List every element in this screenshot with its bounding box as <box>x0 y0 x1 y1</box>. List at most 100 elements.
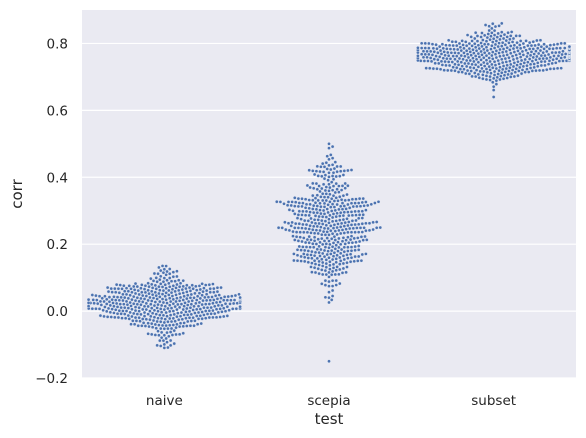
data-point <box>492 73 497 77</box>
data-point <box>168 330 173 334</box>
data-point <box>305 230 310 235</box>
data-point <box>349 234 354 238</box>
data-point <box>180 317 185 322</box>
data-point <box>140 293 145 298</box>
data-point <box>157 323 161 327</box>
data-point <box>171 297 176 302</box>
data-point <box>299 254 303 259</box>
data-point <box>503 70 508 74</box>
data-point <box>453 57 457 61</box>
data-point <box>322 226 327 231</box>
data-point <box>329 252 333 256</box>
data-point <box>311 193 315 198</box>
data-point <box>544 49 549 54</box>
data-point <box>307 168 311 173</box>
data-point <box>163 283 168 287</box>
data-point <box>194 307 199 312</box>
data-point <box>162 346 167 350</box>
data-point <box>181 331 186 336</box>
data-point <box>511 46 516 51</box>
data-point <box>485 70 490 75</box>
data-point <box>473 62 478 67</box>
data-point <box>303 226 308 231</box>
data-point <box>188 289 193 293</box>
data-point <box>146 321 150 325</box>
data-point <box>130 290 134 295</box>
data-point <box>176 278 181 282</box>
data-point <box>346 223 350 228</box>
data-point <box>424 66 428 70</box>
data-point <box>289 203 293 208</box>
data-point <box>433 61 437 66</box>
data-point <box>86 304 91 308</box>
data-point <box>356 236 360 240</box>
data-point <box>356 201 361 205</box>
data-point <box>362 204 366 208</box>
data-point <box>443 59 447 64</box>
data-point <box>297 201 302 205</box>
data-point <box>341 236 346 240</box>
data-point <box>119 305 123 310</box>
data-point <box>483 23 488 27</box>
data-point <box>133 315 138 320</box>
data-point <box>360 221 365 226</box>
data-point <box>164 273 168 277</box>
data-point <box>177 332 182 337</box>
data-point <box>192 296 196 300</box>
data-point <box>327 256 331 260</box>
data-point <box>185 306 189 311</box>
data-point <box>308 245 312 249</box>
data-point <box>356 230 361 234</box>
data-point <box>534 68 538 73</box>
data-point <box>306 249 311 253</box>
data-point <box>302 236 306 240</box>
data-point <box>167 267 172 271</box>
data-point <box>364 208 368 212</box>
data-point <box>180 287 185 292</box>
data-point <box>492 33 497 37</box>
data-point <box>181 284 186 289</box>
data-point <box>525 63 529 68</box>
data-point <box>472 66 476 70</box>
data-point <box>508 65 512 70</box>
data-point <box>510 40 515 44</box>
data-point <box>441 46 446 51</box>
data-point <box>158 282 163 286</box>
data-point <box>346 183 350 188</box>
data-point <box>318 228 322 233</box>
data-point <box>115 311 120 316</box>
data-point <box>332 199 337 203</box>
data-point <box>317 263 321 267</box>
data-point <box>324 265 329 270</box>
data-point <box>311 186 316 191</box>
data-point <box>158 307 163 311</box>
data-point <box>173 289 177 294</box>
data-point <box>156 271 160 276</box>
data-point <box>311 207 315 211</box>
data-point <box>329 224 333 228</box>
data-point <box>531 47 536 51</box>
data-point <box>349 255 354 260</box>
data-point <box>118 283 123 287</box>
data-point <box>301 209 305 214</box>
data-point <box>292 258 296 263</box>
data-point <box>167 334 171 339</box>
data-point <box>319 211 323 216</box>
data-point <box>164 264 168 268</box>
data-point <box>113 308 118 312</box>
data-point <box>203 316 208 320</box>
data-point <box>326 210 330 215</box>
data-point <box>356 248 361 252</box>
data-point <box>501 53 506 58</box>
data-point <box>493 42 498 47</box>
data-point <box>331 212 336 216</box>
data-point <box>538 48 543 53</box>
data-point <box>153 283 158 288</box>
data-point <box>329 209 334 213</box>
data-point <box>500 60 505 65</box>
data-point <box>174 299 178 304</box>
data-point <box>137 299 141 304</box>
data-point <box>351 226 356 231</box>
data-point <box>165 278 169 283</box>
data-point <box>535 64 540 69</box>
